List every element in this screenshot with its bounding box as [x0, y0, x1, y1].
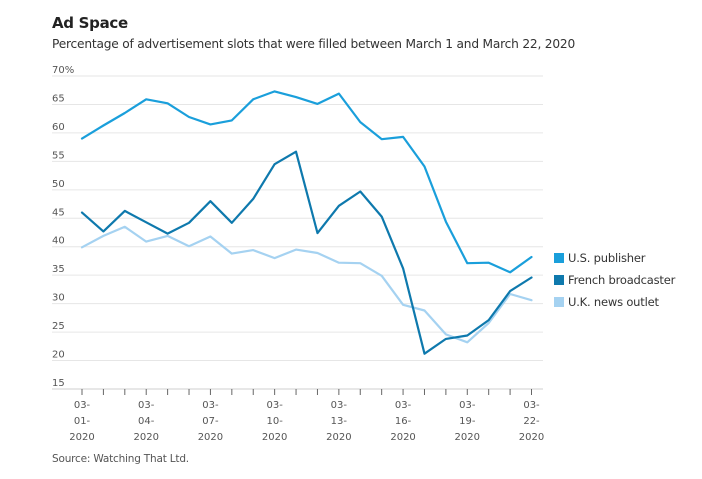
x-tick-label-line: 03- — [395, 400, 412, 411]
x-tick-label-line: 2020 — [198, 432, 223, 443]
legend-item: French broadcaster — [554, 269, 675, 291]
chart-title: Ad Space — [52, 14, 128, 32]
x-tick-label-line: 03- — [331, 400, 348, 411]
y-tick-label: 60 — [52, 122, 65, 133]
x-tick-label: 03- 16- 2020 — [390, 400, 415, 443]
y-tick-label: 55 — [52, 150, 65, 161]
x-tick-label-line: 2020 — [519, 432, 544, 443]
y-tick-label: 45 — [52, 207, 65, 218]
gridlines — [52, 75, 543, 390]
legend-item: U.K. news outlet — [554, 291, 675, 313]
chart-subtitle: Percentage of advertisement slots that w… — [52, 37, 576, 51]
x-tick-label-line: 19- — [459, 416, 476, 427]
x-tick-label-line: 2020 — [69, 432, 94, 443]
series-line-u-k-news-outlet — [80, 225, 533, 344]
x-tick-label-line: 03- — [202, 400, 219, 411]
x-tick-label-line: 03- — [74, 400, 91, 411]
x-tick-label-line: 2020 — [262, 432, 287, 443]
x-tick-label-line: 03- — [266, 400, 283, 411]
x-tick-label-line: 16- — [395, 416, 412, 427]
x-tick-label: 03- 01- 2020 — [69, 400, 94, 443]
x-tick-label: 03- 13- 2020 — [326, 400, 351, 443]
legend-swatch — [554, 275, 564, 285]
source-note: Source: Watching That Ltd. — [52, 453, 189, 465]
legend-item: U.S. publisher — [554, 247, 675, 269]
x-axis: 03- 01- 2020 03- 04- 2020 03- 07- 2020 03- 10- 2020… — [69, 389, 544, 443]
x-tick-label: 03- 07- 2020 — [198, 400, 223, 443]
x-tick-label-line: 03- — [138, 400, 155, 411]
x-tick-label-line: 13- — [331, 416, 348, 427]
x-tick-label-line: 2020 — [455, 432, 480, 443]
y-tick-label: 15 — [52, 378, 65, 389]
x-tick-label-line: 07- — [202, 416, 219, 427]
x-tick-label: 03- 10- 2020 — [262, 400, 287, 443]
x-tick-label-line: 04- — [138, 416, 155, 427]
y-tick-label: 40 — [52, 236, 65, 247]
x-tick-label-line: 22- — [523, 416, 540, 427]
x-tick-label-line: 2020 — [326, 432, 351, 443]
x-tick-label: 03- 22- 2020 — [519, 400, 544, 443]
legend-label: U.K. news outlet — [568, 295, 659, 309]
y-tick-label: 50 — [52, 179, 65, 190]
x-tick-label-line: 03- — [523, 400, 540, 411]
x-tick-label-line: 01- — [74, 416, 91, 427]
x-tick-label-line: 10- — [266, 416, 283, 427]
x-tick-label: 03- 19- 2020 — [455, 400, 480, 443]
legend: U.S. publisher French broadcaster U.K. new… — [554, 247, 675, 313]
x-tick-label-line: 2020 — [133, 432, 158, 443]
series-lines — [80, 90, 533, 355]
legend-swatch — [554, 297, 564, 307]
x-tick-label-line: 03- — [459, 400, 476, 411]
legend-swatch — [554, 253, 564, 263]
series-line-french-broadcaster — [80, 150, 533, 355]
y-tick-label: 20 — [52, 350, 65, 361]
series-line-u-s-publisher — [80, 90, 533, 274]
y-tick-label: 35 — [52, 264, 65, 275]
y-tick-label: 30 — [52, 293, 65, 304]
x-tick-label-line: 2020 — [390, 432, 415, 443]
legend-label: U.S. publisher — [568, 251, 646, 265]
y-axis-ticks: 70% 65 60 55 50 45 40 35 30 25 20 15 — [52, 65, 74, 389]
y-tick-label: 25 — [52, 321, 65, 332]
y-tick-label: 70% — [52, 65, 74, 76]
y-tick-label: 65 — [52, 93, 65, 104]
x-tick-label: 03- 04- 2020 — [133, 400, 158, 443]
legend-label: French broadcaster — [568, 273, 676, 287]
